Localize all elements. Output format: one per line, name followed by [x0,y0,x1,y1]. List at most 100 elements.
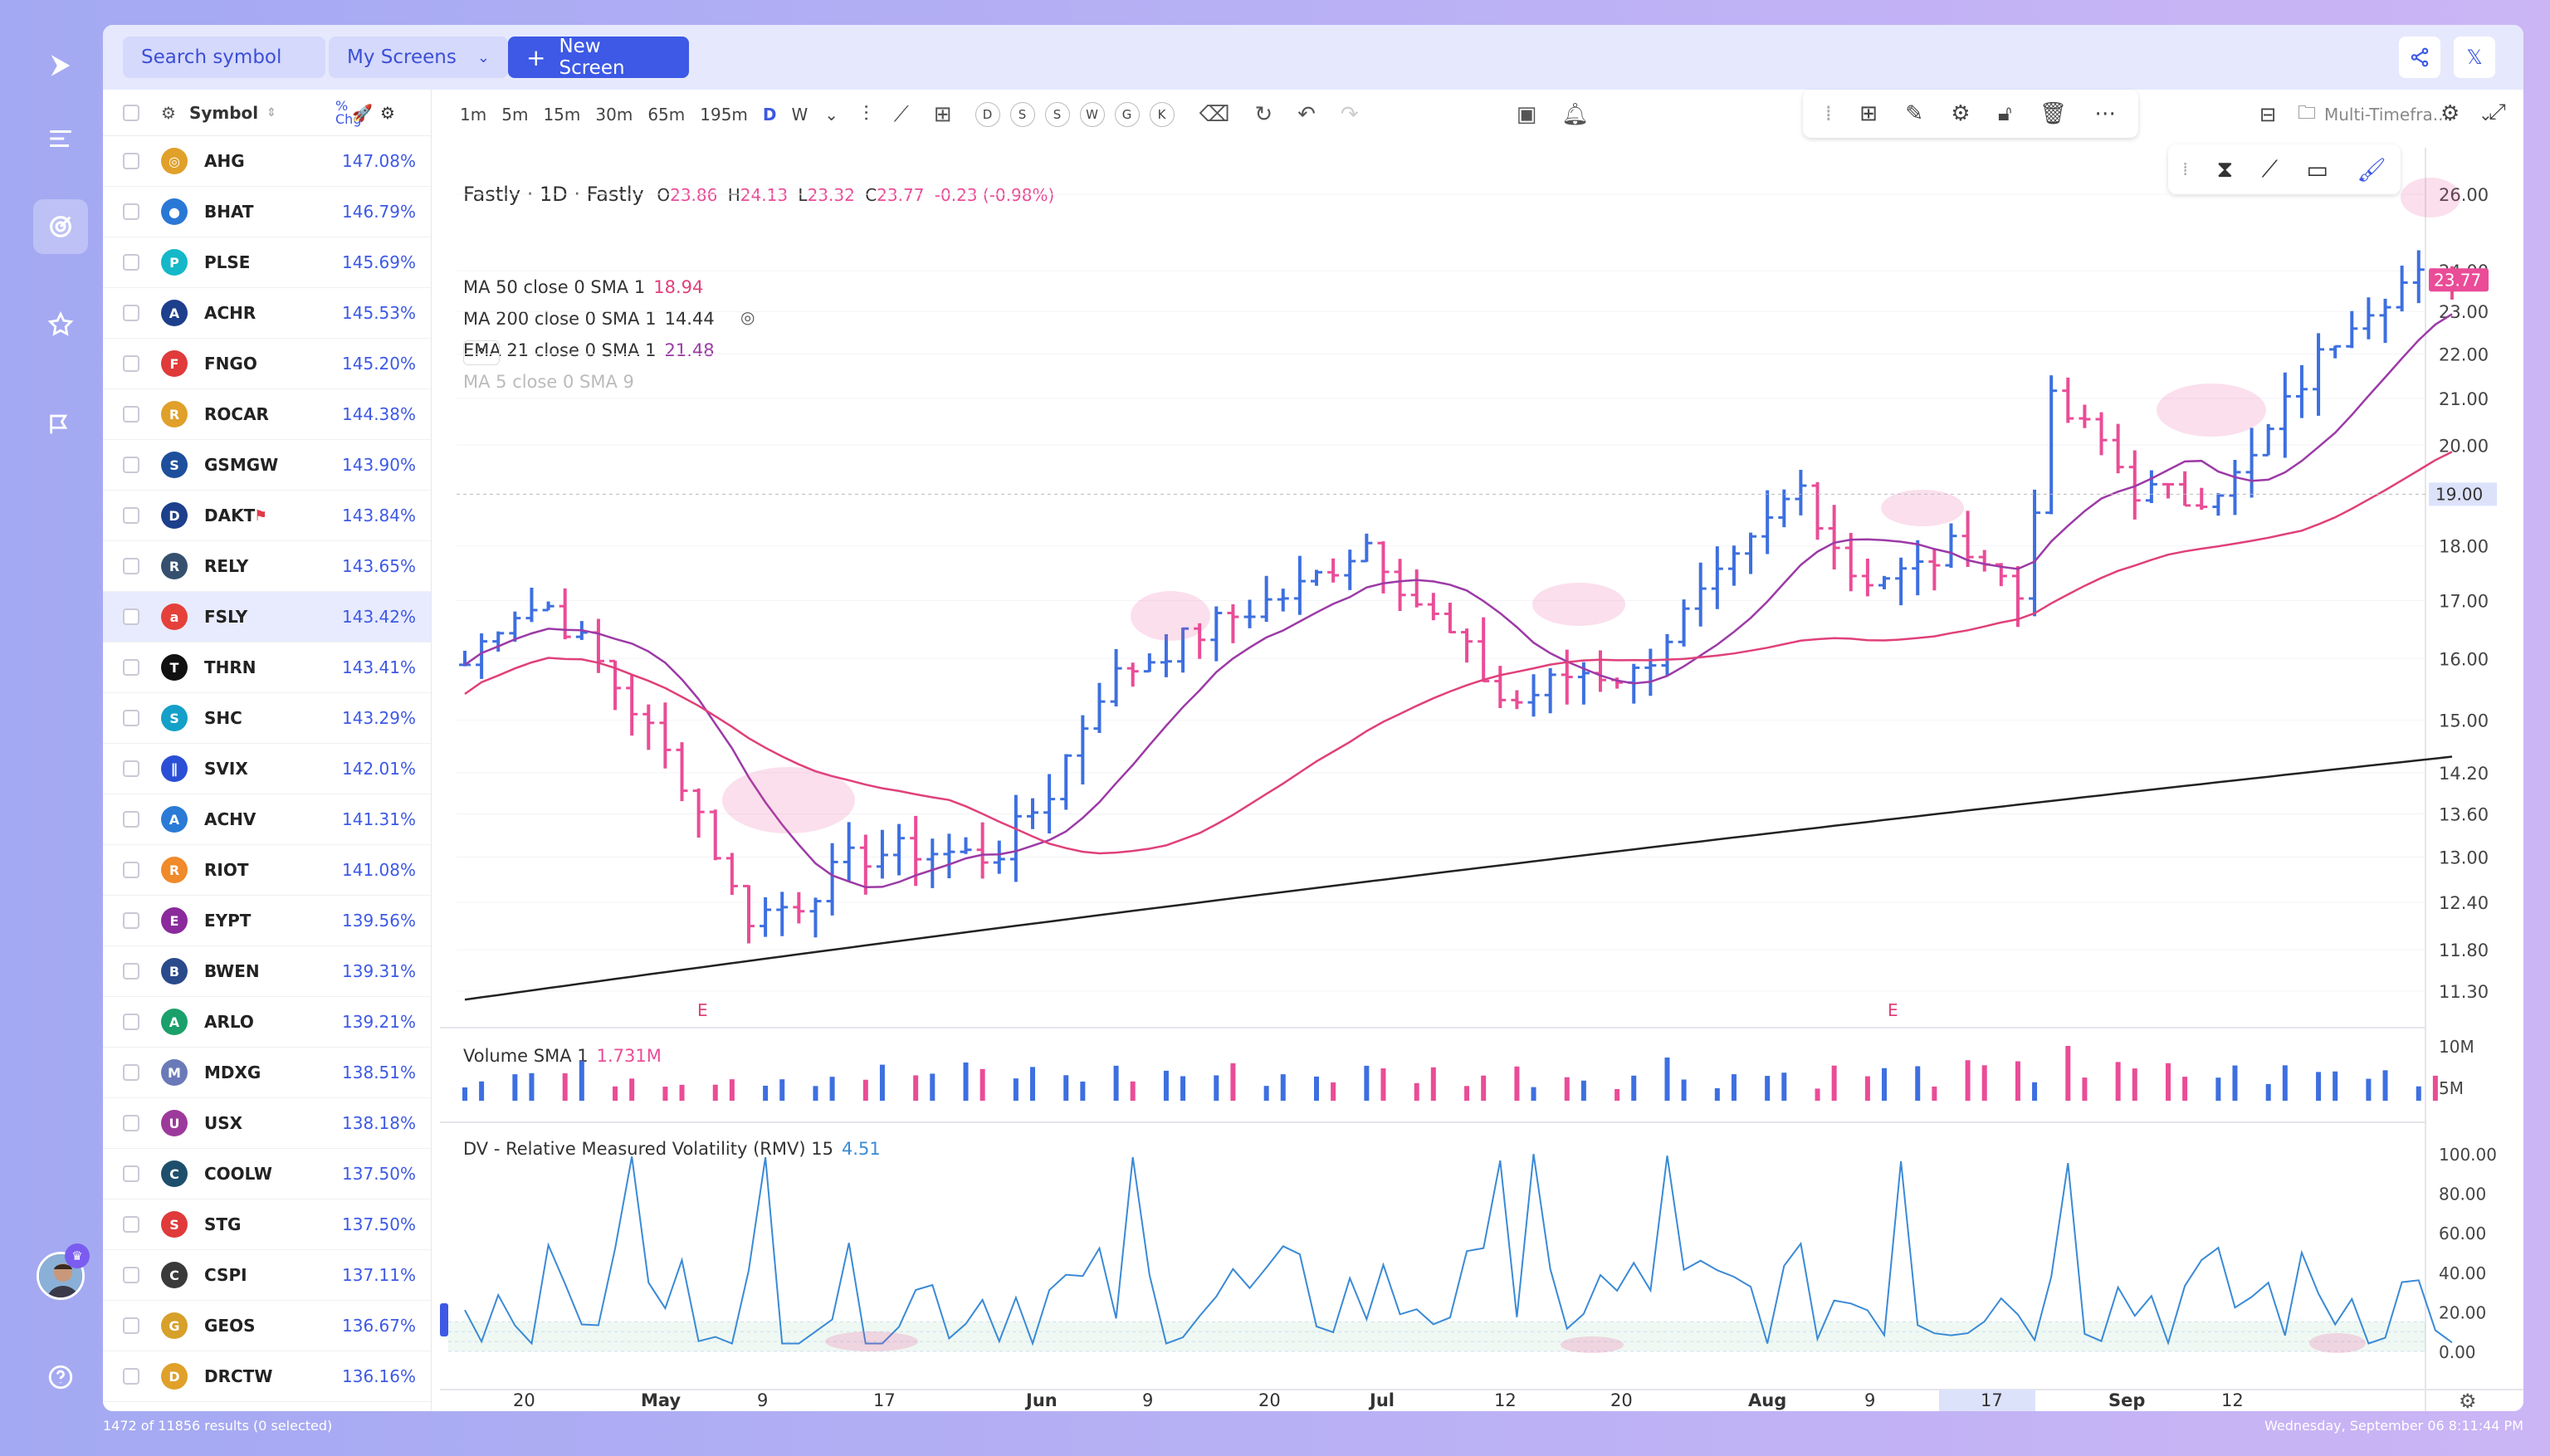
trash-icon[interactable]: 🗑︎ [2039,101,2067,126]
table-row[interactable]: D DRCTW 136.16% [103,1351,431,1402]
layout-chevron-down-icon[interactable]: ⌄ [2479,105,2493,125]
add-widget-icon[interactable]: ⊞ [1859,101,1878,126]
share-icon[interactable] [2399,37,2440,78]
row-checkbox[interactable] [123,760,139,777]
table-row[interactable]: S STG 137.50% [103,1199,431,1250]
timeframe-D[interactable]: D [762,105,777,125]
timeframe-W[interactable]: W [791,105,808,125]
indicators-icon[interactable]: ⟋ [893,101,909,127]
quick-button-d[interactable]: D [975,102,1000,127]
table-row[interactable]: D DAKT ⚑ 143.84% [103,491,431,541]
row-checkbox[interactable] [123,355,139,372]
table-row[interactable]: A ACHR 145.53% [103,288,431,339]
collapse-legend-icon[interactable]: ⌃ [463,340,500,365]
row-checkbox[interactable] [123,1216,139,1233]
timeframe-65m[interactable]: 65m [647,105,686,125]
table-row[interactable]: U USX 138.18% [103,1098,431,1149]
quick-button-g[interactable]: G [1114,102,1140,127]
timeframe-30m[interactable]: 30m [595,105,633,125]
row-checkbox[interactable] [123,558,139,574]
refresh-icon[interactable]: ↻ [1254,102,1273,127]
row-checkbox[interactable] [123,457,139,473]
indicator-legend-item[interactable]: MA 50 close 0 SMA 1 18.94 [463,277,703,297]
drag-handle-icon[interactable]: ⁞ [2182,159,2189,180]
price-chart-svg[interactable]: 26.0024.0023.0022.0021.0020.0018.0017.00… [440,90,2523,1411]
row-checkbox[interactable] [123,1014,139,1030]
row-checkbox[interactable] [123,153,139,169]
row-checkbox[interactable] [123,862,139,878]
row-checkbox[interactable] [123,1368,139,1385]
row-checkbox[interactable] [123,710,139,726]
more-icon[interactable]: ⋯ [2094,101,2117,126]
pencil-icon[interactable]: ✎ [1905,101,1924,126]
row-checkbox[interactable] [123,608,139,625]
row-checkbox[interactable] [123,254,139,271]
table-row[interactable]: P PLSE 145.69% [103,237,431,288]
fullscreen-icon[interactable]: ⤢ [2489,100,2506,125]
list-settings-gear-icon[interactable]: ⚙ [380,102,395,123]
table-row[interactable]: C COOLW 137.50% [103,1149,431,1199]
layout-name[interactable]: Multi-Timefra... [2324,105,2449,125]
row-checkbox[interactable] [123,507,139,524]
alert-bell-icon[interactable]: 🔔︎ [1561,102,1590,127]
unlock-icon[interactable]: 🔓︎ [1997,100,2012,126]
symbol-column-header[interactable]: Symbol [188,102,259,123]
table-row[interactable]: ∥ SVIX 142.01% [103,744,431,794]
row-checkbox[interactable] [123,811,139,828]
brush-icon[interactable]: 🖌︎ [2357,155,2386,183]
row-checkbox[interactable] [123,406,139,423]
row-checkbox[interactable] [123,912,139,929]
comment-icon[interactable]: ▭ [2306,155,2328,183]
row-checkbox[interactable] [123,1115,139,1131]
screener-target-icon[interactable] [33,199,88,254]
bar-style-icon[interactable]: ⫶ [863,101,869,127]
row-checkbox[interactable] [123,1317,139,1334]
table-row[interactable]: B BWEN 139.31% [103,946,431,997]
logo-icon[interactable] [33,38,88,93]
indicator-legend-item[interactable]: MA 5 close 0 SMA 9 [463,372,642,392]
timeframe-5m[interactable]: 5m [501,105,529,125]
x-twitter-icon[interactable]: 𝕏 [2454,37,2495,78]
chart-gear-icon[interactable]: ⚙ [2440,101,2460,126]
row-checkbox[interactable] [123,1165,139,1182]
table-row[interactable]: A ACHV 141.31% [103,794,431,845]
table-row[interactable]: G GEOS 136.67% [103,1301,431,1351]
row-checkbox[interactable] [123,659,139,676]
search-symbol-button[interactable]: Search symbol [123,37,325,78]
table-row[interactable]: T THRN 143.41% [103,642,431,693]
eraser-icon[interactable]: ⌫ [1199,102,1230,127]
table-row[interactable]: C CSPI 137.11% [103,1250,431,1301]
rocket-icon[interactable]: 🚀 [352,102,373,123]
watchlist-star-icon[interactable] [33,297,88,352]
my-screens-dropdown[interactable]: My Screens ⌄ [329,37,508,78]
hide-eye-icon[interactable]: ◎ [740,307,755,327]
menu-lines-icon[interactable] [33,111,88,166]
new-screen-button[interactable]: + New Screen [508,36,689,79]
redo-icon[interactable]: ↷ [1340,102,1359,127]
indicator-legend-item[interactable]: MA 200 close 0 SMA 1 14.44 [463,309,715,329]
row-checkbox[interactable] [123,305,139,321]
table-row[interactable]: R RIOT 141.08% [103,845,431,896]
table-row[interactable]: F FNGO 145.20% [103,339,431,389]
timeframe-1m[interactable]: 1m [460,105,487,125]
sort-icon[interactable]: ⇕ [266,105,276,120]
quick-button-w[interactable]: W [1079,102,1105,127]
undo-icon[interactable]: ↶ [1297,102,1316,127]
layout-icon[interactable]: ⊟ [2259,103,2277,126]
table-row[interactable]: a FSLY 143.42% [103,592,431,642]
row-checkbox[interactable] [123,1064,139,1081]
quick-button-s[interactable]: S [1044,102,1070,127]
candlestick-icon[interactable]: ⧗ [2216,155,2234,183]
quick-button-k[interactable]: K [1149,102,1175,127]
table-row[interactable]: R RELY 143.65% [103,541,431,592]
help-icon[interactable] [33,1350,88,1405]
calendar-icon[interactable]: ▣ [1516,102,1537,127]
user-avatar[interactable] [37,1252,85,1300]
drag-handle-icon[interactable]: ⁞ [1825,101,1832,126]
folder-icon[interactable]: 🗀 [2298,103,2317,124]
row-checkbox[interactable] [123,963,139,980]
table-row[interactable]: R ROCAR 144.38% [103,389,431,440]
row-checkbox[interactable] [123,203,139,220]
quick-button-s[interactable]: S [1009,102,1035,127]
table-row[interactable]: E EYPT 139.56% [103,896,431,946]
